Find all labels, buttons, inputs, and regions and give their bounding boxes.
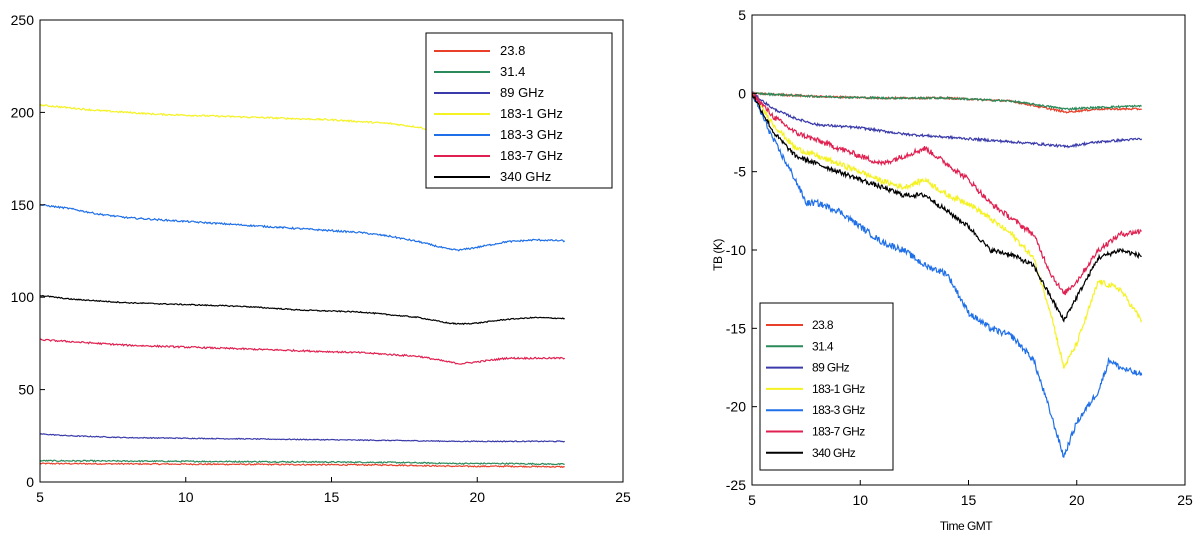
chart-left-legend-label: 89 GHz <box>500 85 544 100</box>
chart-right-legend-label: 183-1 GHz <box>812 382 865 396</box>
chart-right-x-tick-label: 10 <box>852 492 868 508</box>
chart-left-y-tick-label: 0 <box>26 474 34 490</box>
chart-right-legend-label: 89 GHz <box>812 361 850 375</box>
chart-left-legend-label: 183-3 GHz <box>500 127 563 142</box>
chart-left-y-tick-label: 250 <box>11 12 35 28</box>
chart-right-x-tick-label: 5 <box>748 492 756 508</box>
chart-left-legend-label: 183-1 GHz <box>500 106 563 121</box>
chart-right-x-tick-label: 25 <box>1177 492 1193 508</box>
chart-left-y-tick-label: 200 <box>11 104 35 120</box>
chart-right: 5 10 15 20 25 -25 -20 -15 -10 -5 0 5 Time GMT TB (K… <box>711 7 1193 533</box>
chart-left-legend-label: 340 GHz <box>500 169 551 184</box>
chart-right-legend-label: 340 GHz <box>812 446 856 460</box>
chart-left-x-tick-label: 15 <box>324 489 340 505</box>
chart-left-x-tick-label: 5 <box>36 489 44 505</box>
chart-left-legend-box <box>425 32 613 189</box>
chart-left-x-tick-label: 20 <box>469 489 485 505</box>
chart-right-y-axis-label: TB (K) <box>711 239 725 271</box>
chart-left-series-line-6 <box>39 294 565 326</box>
chart-left-y-tick-label: 150 <box>11 197 35 213</box>
chart-right-series-line-6 <box>751 93 1142 323</box>
chart-left-series-line-0 <box>39 462 565 469</box>
chart-right-ticks: 5 10 15 20 25 -25 -20 -15 -10 -5 0 5 <box>726 7 1193 508</box>
chart-right-series-line-2 <box>751 92 1143 149</box>
chart-right-series-line-5 <box>751 91 1142 296</box>
chart-right-legend-label: 31.4 <box>812 339 834 353</box>
chart-right-y-tick-label: 0 <box>738 85 746 101</box>
chart-right-legend-items: 23.8 31.4 89 GHz 183-1 GHz 183-3 GHz 183-7 GH… <box>766 318 866 460</box>
chart-left-y-tick-label: 50 <box>18 382 34 398</box>
chart-left-legend-label: 31.4 <box>500 64 525 79</box>
chart-right-legend-label: 23.8 <box>812 318 834 332</box>
chart-right-legend-box <box>759 302 894 471</box>
chart-right-series-line-1 <box>751 91 1142 111</box>
chart-left-series-line-1 <box>39 459 565 466</box>
chart-left-legend: 23.8 31.4 89 GHz 183-1 GHz 183-3 GHz 183-7 GH… <box>425 32 613 189</box>
chart-right-y-tick-label: -15 <box>726 320 746 336</box>
chart-left-series-line-2 <box>39 433 565 443</box>
chart-right-y-tick-label: -20 <box>726 399 746 415</box>
chart-right-legend-label: 183-3 GHz <box>812 403 865 417</box>
chart-right-x-axis-label: Time GMT <box>940 519 993 533</box>
chart-right-series-line-3 <box>751 91 1143 369</box>
chart-left-legend-label: 23.8 <box>500 43 525 58</box>
chart-left-y-tick-label: 100 <box>11 289 35 305</box>
chart-right-y-tick-label: -10 <box>726 242 746 258</box>
chart-left-series-line-4 <box>39 203 566 252</box>
chart-left-series-line-5 <box>39 338 566 365</box>
chart-right-y-tick-label: 5 <box>738 7 746 23</box>
chart-left-series <box>39 103 566 469</box>
chart-right-series-line-4 <box>751 91 1143 458</box>
chart-right-x-tick-label: 15 <box>961 492 977 508</box>
chart-left-x-tick-label: 10 <box>178 489 194 505</box>
chart-left-series-line-3 <box>39 103 434 132</box>
chart-right-legend: 23.8 31.4 89 GHz 183-1 GHz 183-3 GHz 183-7 GH… <box>759 302 894 471</box>
chart-left-legend-label: 183-7 GHz <box>500 148 563 163</box>
chart-right-y-tick-label: -5 <box>734 164 747 180</box>
chart-right-series <box>751 91 1143 458</box>
chart-right-x-tick-label: 20 <box>1069 492 1085 508</box>
chart-right-y-tick-label: -25 <box>726 477 746 493</box>
chart-left-x-tick-label: 25 <box>615 489 631 505</box>
chart-right-legend-label: 183-7 GHz <box>812 425 865 439</box>
chart-left-legend-items: 23.8 31.4 89 GHz 183-1 GHz 183-3 GHz 183-7 GH… <box>434 43 563 184</box>
